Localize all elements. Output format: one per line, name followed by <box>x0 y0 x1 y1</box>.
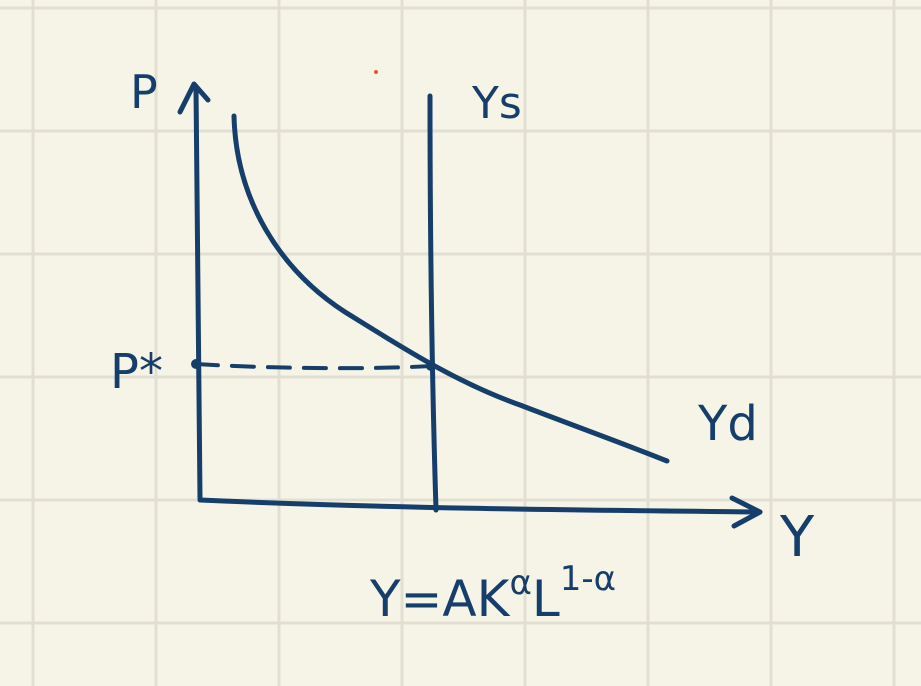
supply-label: Ys <box>471 78 522 129</box>
production-function-label: Y=AKαL1-α <box>369 559 616 628</box>
x-axis <box>197 497 763 515</box>
price-axis-point <box>191 359 201 369</box>
production-function-base: Y=AK <box>369 570 511 628</box>
equilibrium-price-dashed-line <box>194 362 434 371</box>
equilibrium-price-label: P* <box>110 344 163 400</box>
x-axis-arrowhead <box>729 495 763 529</box>
production-function-labor: L <box>532 570 560 628</box>
y-axis-arrowhead <box>177 81 211 115</box>
production-function-exponent: 1-α <box>560 559 616 599</box>
x-axis-label: Y <box>779 505 815 570</box>
stray-dot <box>374 70 378 74</box>
demand-label: Yd <box>697 396 758 452</box>
supply-curve-ys <box>427 93 439 513</box>
production-function-alpha: α <box>509 563 531 603</box>
y-axis <box>193 85 203 501</box>
demand-curve-yd <box>231 113 670 464</box>
equilibrium-point <box>426 361 436 371</box>
y-axis-label: P <box>130 65 158 119</box>
